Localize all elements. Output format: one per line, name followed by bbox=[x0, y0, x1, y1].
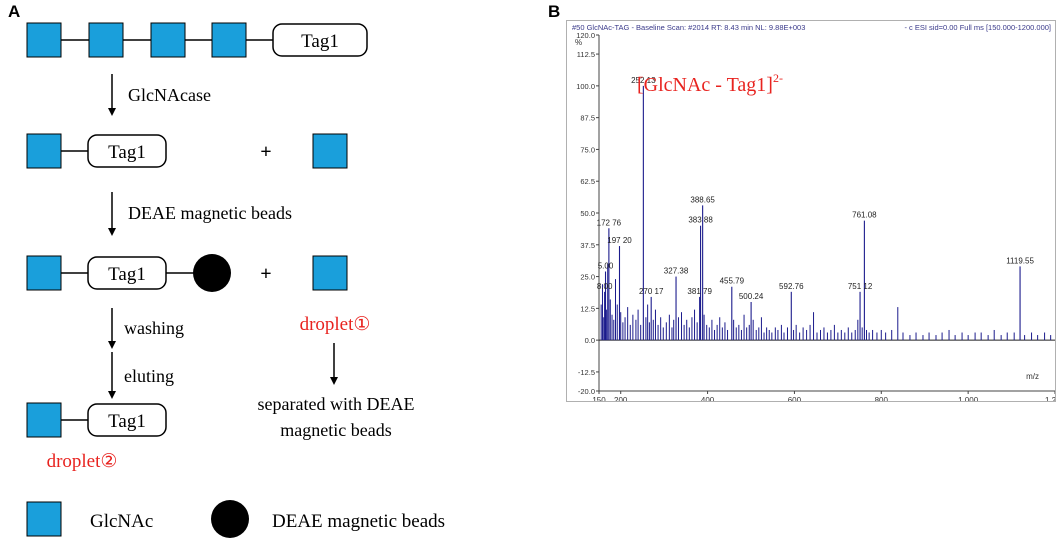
y-tick-label: 50.0 bbox=[580, 209, 595, 218]
row-cleaved: Tag1 + bbox=[26, 133, 348, 169]
spectrum-header-right: - c ESI sid=0.00 Full ms [150.000-1200.0… bbox=[904, 23, 1051, 32]
x-tick-label: 1,200 bbox=[1045, 396, 1055, 401]
peak-label: 500.24 bbox=[739, 292, 764, 301]
labeled-peaks: 252.13 172 76 197 20 388.65 383 88 761.08 1119… bbox=[597, 76, 1034, 341]
x-axis: 150 200 400 600 800 1,000 1,200 bbox=[592, 339, 1055, 401]
tag1-box bbox=[87, 403, 167, 437]
peak-label: 197 20 bbox=[607, 236, 632, 245]
x-tick-label: 200 bbox=[614, 396, 628, 401]
tag1-box bbox=[87, 256, 167, 290]
peak-label: 592.76 bbox=[779, 282, 804, 291]
washing-label: washing bbox=[124, 318, 184, 338]
tag1-label: Tag1 bbox=[108, 411, 146, 432]
glcnac-square bbox=[26, 22, 62, 58]
row-product: Tag1 bbox=[26, 402, 167, 438]
y-unit-label: % bbox=[575, 38, 582, 47]
glcnac-square bbox=[312, 133, 348, 169]
y-axis: 120.0 112.5 100.0 87.5 75.0 62.5 50.0 37.5 25.0 1… bbox=[576, 31, 600, 396]
panel-letter-a: A bbox=[8, 2, 21, 21]
peak-label: 172 76 bbox=[597, 218, 622, 227]
y-tick-label: 100.0 bbox=[576, 82, 595, 91]
tag1-box bbox=[272, 23, 368, 57]
x-tick-label: 600 bbox=[788, 396, 802, 401]
legend-beads-label: DEAE magnetic beads bbox=[272, 511, 445, 532]
droplet2-label: droplet② bbox=[47, 451, 118, 472]
peak-label: 383 88 bbox=[688, 216, 713, 225]
y-tick-label: 37.5 bbox=[580, 241, 595, 250]
step2-label: DEAE magnetic beads bbox=[128, 203, 292, 223]
x-tick-label: 1,000 bbox=[958, 396, 979, 401]
x-tick-label: 400 bbox=[701, 396, 715, 401]
row-bound: Tag1 + bbox=[26, 254, 348, 292]
peak-label: 252.13 bbox=[631, 76, 656, 85]
y-tick-label: 87.5 bbox=[580, 114, 595, 123]
y-tick-label: 0.0 bbox=[585, 336, 595, 345]
peak-label: 5.00 bbox=[598, 261, 614, 270]
tag1-label: Tag1 bbox=[301, 31, 339, 52]
plus-sign: + bbox=[260, 141, 271, 163]
x-unit-label: m/z bbox=[1026, 372, 1039, 381]
step1-label: GlcNAcase bbox=[128, 85, 211, 105]
glcnac-square bbox=[26, 133, 62, 169]
glcnac-square bbox=[26, 255, 62, 291]
glcnac-square bbox=[312, 255, 348, 291]
peak-label: 327.38 bbox=[664, 267, 689, 276]
tag1-box bbox=[87, 134, 167, 168]
peak-label: 455.79 bbox=[720, 277, 745, 286]
peak-label: 751 12 bbox=[848, 282, 873, 291]
glcnac-square bbox=[26, 402, 62, 438]
tag1-label: Tag1 bbox=[108, 264, 146, 285]
peak-label: 270 17 bbox=[639, 287, 664, 296]
y-tick-label: 112.5 bbox=[577, 50, 595, 59]
process-diagram: Tag1 GlcNAcase Tag1 + DEAE magnetic bead… bbox=[26, 22, 445, 538]
y-tick-label: 62.5 bbox=[580, 177, 595, 186]
y-tick-label: 75.0 bbox=[580, 145, 595, 154]
peak-annotation: [GlcNAc - Tag1]2- bbox=[637, 71, 783, 96]
peak-label: 761.08 bbox=[852, 211, 877, 220]
y-tick-label: 120.0 bbox=[576, 31, 595, 40]
glcnac-square bbox=[88, 22, 124, 58]
peak-annotation-text: [GlcNAc - Tag1] bbox=[637, 74, 773, 96]
row-substrate-chain: Tag1 bbox=[26, 22, 368, 58]
droplet1-label: droplet① bbox=[300, 314, 371, 335]
legend-glcnac-icon bbox=[26, 501, 62, 537]
x-tick-label: 800 bbox=[875, 396, 889, 401]
peak-label: 1119.55 bbox=[1006, 256, 1034, 265]
y-tick-label: 25.0 bbox=[580, 273, 595, 282]
spectrum-header-left: #50 GlcNAc-TAG - Baseline Scan: #2014 RT… bbox=[572, 23, 805, 32]
y-tick-label: -12.5 bbox=[578, 368, 595, 377]
glcnac-square bbox=[211, 22, 247, 58]
mass-spectrum-panel: #50 GlcNAc-TAG - Baseline Scan: #2014 RT… bbox=[566, 20, 1056, 402]
tag1-label: Tag1 bbox=[108, 142, 146, 163]
separated-line1: separated with DEAE bbox=[258, 394, 415, 414]
glcnac-square bbox=[150, 22, 186, 58]
mass-spectrum-chart: #50 GlcNAc-TAG - Baseline Scan: #2014 RT… bbox=[572, 23, 1055, 401]
legend-bead-icon bbox=[211, 500, 249, 538]
minor-peaks bbox=[600, 263, 1052, 341]
deae-bead bbox=[193, 254, 231, 292]
peak-label: 8.00 bbox=[597, 282, 613, 291]
eluting-label: eluting bbox=[124, 366, 174, 386]
peak-label: 388.65 bbox=[690, 195, 715, 204]
legend: GlcNAc DEAE magnetic beads bbox=[26, 500, 445, 538]
plus-sign: + bbox=[260, 263, 271, 285]
panel-letter-b: B bbox=[548, 2, 561, 21]
peak-annotation-charge: 2- bbox=[773, 71, 783, 85]
separated-line2: magnetic beads bbox=[280, 420, 391, 440]
legend-glcnac-label: GlcNAc bbox=[90, 511, 153, 532]
y-tick-label: -20.0 bbox=[578, 387, 595, 396]
y-tick-label: 12.5 bbox=[580, 304, 595, 313]
x-tick-label: 150 bbox=[592, 396, 606, 401]
peak-label: 381 79 bbox=[687, 287, 712, 296]
